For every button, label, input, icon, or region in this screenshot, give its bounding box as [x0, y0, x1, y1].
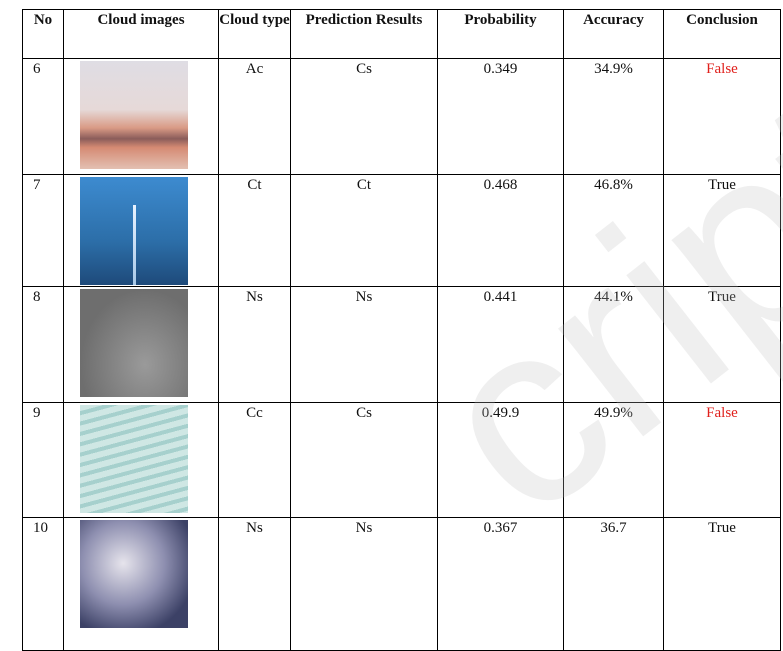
page: No Cloud images Cloud type Prediction Re… — [0, 0, 783, 630]
image-cell — [64, 59, 219, 175]
probability-cell: 0.367 — [438, 518, 564, 651]
number-cell: 7 — [23, 175, 64, 287]
cloud-image — [80, 289, 188, 397]
number-cell: 9 — [23, 403, 64, 518]
probability-cell: 0.468 — [438, 175, 564, 287]
prediction-cell: Cs — [291, 403, 438, 518]
image-cell — [64, 287, 219, 403]
image-cell — [64, 403, 219, 518]
accuracy-cell: 46.8% — [564, 175, 664, 287]
conclusion-cell: True — [664, 287, 781, 403]
image-cell — [64, 175, 219, 287]
row: 6 Ac Cs 0.349 34.9% False — [23, 59, 781, 175]
header-cell: Prediction Results — [291, 10, 438, 59]
cloud-image — [80, 405, 188, 513]
cloud-image — [80, 177, 188, 285]
header-cell: Probability — [438, 10, 564, 59]
prediction-cell: Ns — [291, 518, 438, 651]
conclusion-cell: True — [664, 175, 781, 287]
accuracy-cell: 34.9% — [564, 59, 664, 175]
probability-cell: 0.49.9 — [438, 403, 564, 518]
type-cell: Ns — [219, 518, 291, 651]
header-cell: No — [23, 10, 64, 59]
row: 7 Ct Ct 0.468 46.8% True — [23, 175, 781, 287]
probability-cell: 0.441 — [438, 287, 564, 403]
cloud-image — [80, 520, 188, 628]
header-cell: Accuracy — [564, 10, 664, 59]
type-cell: Ac — [219, 59, 291, 175]
prediction-cell: Ct — [291, 175, 438, 287]
conclusion-cell: False — [664, 403, 781, 518]
header-cell: Cloud images — [64, 10, 219, 59]
accuracy-cell: 49.9% — [564, 403, 664, 518]
conclusion-cell: True — [664, 518, 781, 651]
accuracy-cell: 36.7 — [564, 518, 664, 651]
row: 9 Cc Cs 0.49.9 49.9% False — [23, 403, 781, 518]
type-cell: Ct — [219, 175, 291, 287]
row: 8 Ns Ns 0.441 44.1% True — [23, 287, 781, 403]
number-cell: 8 — [23, 287, 64, 403]
type-cell: Ns — [219, 287, 291, 403]
header-cell: Conclusion — [664, 10, 781, 59]
accuracy-cell: 44.1% — [564, 287, 664, 403]
header-row: No Cloud images Cloud type Prediction Re… — [23, 10, 781, 59]
header-cell: Cloud type — [219, 10, 291, 59]
number-cell: 10 — [23, 518, 64, 651]
row: 10 Ns Ns 0.367 36.7 True — [23, 518, 781, 651]
cloud-image — [80, 61, 188, 169]
conclusion-cell: False — [664, 59, 781, 175]
image-cell — [64, 518, 219, 651]
probability-cell: 0.349 — [438, 59, 564, 175]
number-cell: 6 — [23, 59, 64, 175]
results-table: No Cloud images Cloud type Prediction Re… — [22, 9, 781, 651]
type-cell: Cc — [219, 403, 291, 518]
prediction-cell: Ns — [291, 287, 438, 403]
prediction-cell: Cs — [291, 59, 438, 175]
